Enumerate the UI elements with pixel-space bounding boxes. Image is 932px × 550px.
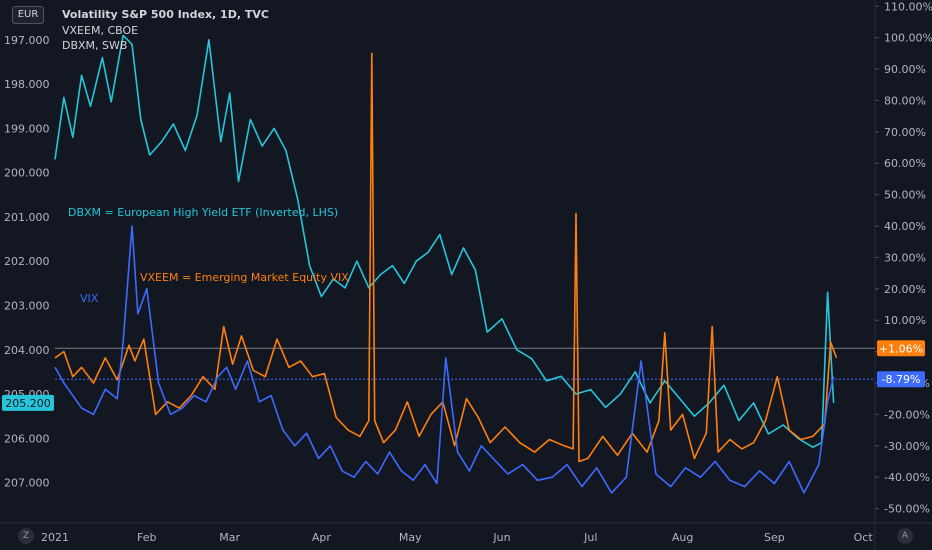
left-tick-label: 203.000 (4, 299, 50, 312)
right-tick-label: 60.00% (884, 157, 926, 170)
right-tick-label: 90.00% (884, 63, 926, 76)
legend-dbxm: DBXM, SWB (62, 39, 128, 52)
right-tick-label: 80.00% (884, 94, 926, 107)
x-tick-label: 2021 (41, 531, 69, 544)
zoom-z-button[interactable]: Z (18, 528, 34, 544)
marker-vix-label: -8.79% (882, 373, 921, 386)
right-tick-label: -40.00% (884, 471, 930, 484)
right-tick-label: 70.00% (884, 126, 926, 139)
series-line-dbxm (54, 34, 835, 449)
left-tick-label: 197.000 (4, 34, 50, 47)
left-tick-label: 207.000 (4, 477, 50, 490)
left-tick-label: 206.000 (4, 432, 50, 445)
left-tick-label: 199.000 (4, 122, 50, 135)
right-tick-label: 40.00% (884, 220, 926, 233)
legend-vxeem: VXEEM, CBOE (62, 24, 139, 37)
x-tick-label: May (399, 531, 422, 544)
x-tick-label: Apr (312, 531, 332, 544)
right-tick-label: -30.00% (884, 440, 930, 453)
dbxm-annotation: DBXM = European High Yield ETF (Inverted… (68, 206, 339, 219)
x-tick-label: Feb (137, 531, 156, 544)
right-tick-label: 110.00% (884, 0, 932, 13)
x-tick-label: Aug (672, 531, 693, 544)
right-tick-label: 30.00% (884, 251, 926, 264)
left-tick-label: 204.000 (4, 344, 50, 357)
legend-title: Volatility S&P 500 Index, 1D, TVC (62, 8, 269, 21)
left-tick-label: 201.000 (4, 211, 50, 224)
dbxm-value-label: 205.200 (5, 397, 51, 410)
series-line-vxeem (54, 52, 838, 463)
right-tick-label: -50.00% (884, 503, 930, 516)
vxeem-annotation: VXEEM = Emerging Market Equity VIX (140, 271, 349, 284)
x-tick-label: Sep (764, 531, 785, 544)
marker-vxeem-label: +1.06% (879, 342, 923, 355)
right-tick-label: 50.00% (884, 189, 926, 202)
right-tick-label: -20.00% (884, 408, 930, 421)
series-line-vix (54, 225, 835, 494)
x-tick-label: Jul (583, 531, 597, 544)
x-tick-label: Oct (854, 531, 874, 544)
vix-annotation: VIX (80, 292, 99, 305)
right-tick-label: 10.00% (884, 314, 926, 327)
left-tick-label: 200.000 (4, 167, 50, 180)
left-tick-label: 198.000 (4, 78, 50, 91)
x-tick-label: Mar (219, 531, 240, 544)
auto-scale-button[interactable]: A (897, 528, 913, 544)
currency-button[interactable]: EUR (12, 6, 44, 24)
x-tick-label: Jun (492, 531, 510, 544)
right-tick-label: 20.00% (884, 283, 926, 296)
marker-vix-box (877, 371, 925, 388)
left-tick-label: 202.000 (4, 255, 50, 268)
marker-vxeem-box (877, 340, 925, 357)
dbxm-value-box (2, 394, 54, 411)
right-tick-label: 100.00% (884, 32, 932, 45)
